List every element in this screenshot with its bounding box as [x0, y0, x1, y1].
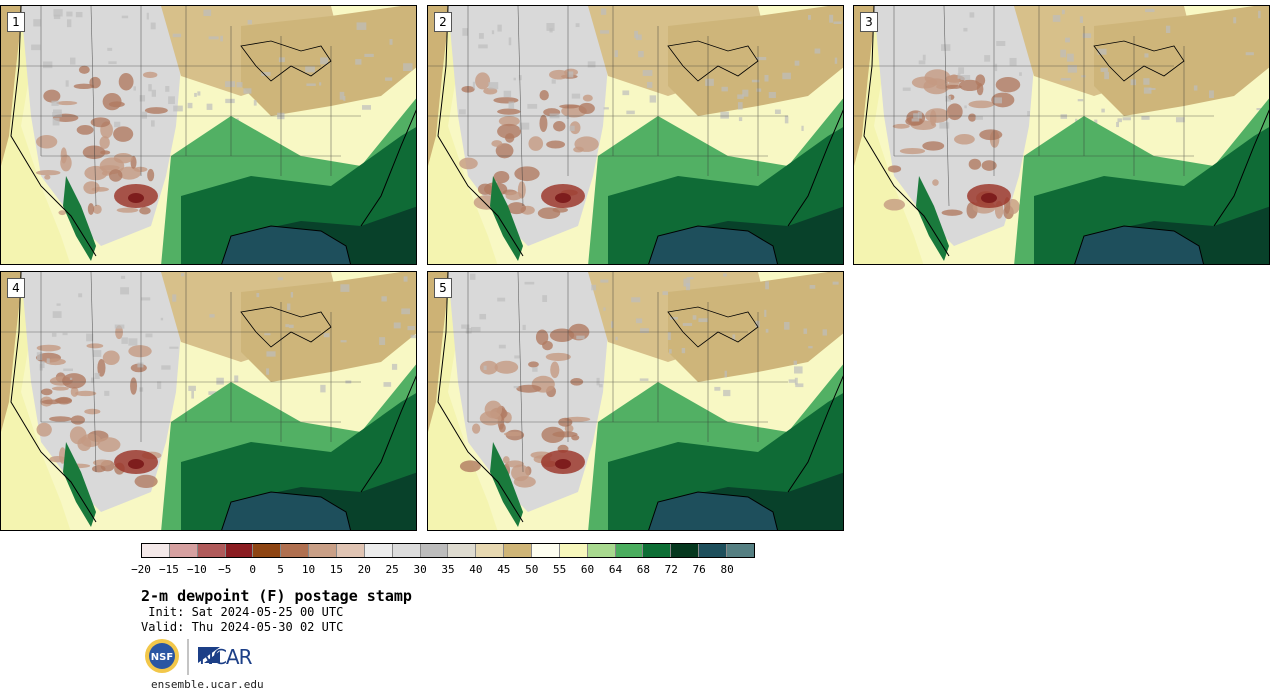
map-title: 2-m dewpoint (F) postage stamp — [141, 587, 412, 605]
colorbar-swatch — [309, 544, 338, 557]
colorbar-tick-label: 25 — [385, 563, 399, 576]
colorbar-tick-label: −20 — [131, 563, 151, 576]
logos: NSF NCAR — [144, 637, 274, 677]
colorbar-tick-label: 30 — [413, 563, 427, 576]
colorbar-swatch — [532, 544, 560, 557]
colorbar-tick-label: −15 — [158, 563, 179, 576]
colorbar-tick-label: 45 — [497, 563, 511, 576]
valid-time: Valid: Thu 2024-05-30 02 UTC — [141, 620, 344, 634]
colorbar-tick-label: 60 — [580, 563, 595, 576]
colorbar-swatch — [448, 544, 477, 557]
colorbar-tick-label: 80 — [720, 563, 734, 576]
colorbar — [141, 543, 755, 558]
colorbar-swatch — [504, 544, 533, 557]
ncar-logo-text: NCAR — [199, 645, 253, 669]
panel-number: 1 — [7, 12, 25, 32]
dewpoint-map-5 — [428, 272, 843, 530]
colorbar-swatch — [392, 544, 421, 557]
dewpoint-map-1 — [1, 6, 416, 264]
colorbar-tick-label: −10 — [186, 563, 207, 576]
member-panel-1: 1 — [0, 5, 417, 265]
colorbar-tick-label: 68 — [636, 563, 650, 576]
colorbar-swatch — [281, 544, 310, 557]
colorbar-swatch — [253, 544, 282, 557]
colorbar-swatch — [643, 544, 672, 557]
member-panel-5: 5 — [427, 271, 844, 531]
colorbar-swatch — [699, 544, 728, 557]
colorbar-tick-label: 72 — [664, 563, 678, 576]
member-panel-4: 4 — [0, 271, 417, 531]
dewpoint-map-2 — [428, 6, 843, 264]
colorbar-tick-label: 5 — [277, 563, 284, 576]
colorbar-swatch — [142, 544, 170, 557]
colorbar-tick-label: 55 — [553, 563, 567, 576]
panel-number: 4 — [7, 278, 25, 298]
colorbar-tick-label: 20 — [357, 563, 371, 576]
init-time: Init: Sat 2024-05-25 00 UTC — [141, 605, 344, 619]
site-url: ensemble.ucar.edu — [151, 678, 264, 691]
colorbar-swatch — [225, 544, 254, 557]
colorbar-tick-label: 50 — [525, 563, 539, 576]
nsf-logo: NSF — [145, 639, 220, 675]
member-panel-3: 3 — [853, 5, 1270, 265]
colorbar-swatch — [615, 544, 644, 557]
dewpoint-map-3 — [854, 6, 1269, 264]
colorbar-swatch — [559, 544, 588, 557]
colorbar-tick-label: 15 — [329, 563, 343, 576]
colorbar-ticks: −20 −15 −10 −5 0 5 10 15 20 25 30 35 40 45 50 55 60 64 68 7… — [131, 563, 755, 577]
colorbar-tick-label: −5 — [218, 563, 232, 576]
colorbar-swatch — [169, 544, 198, 557]
panel-number: 2 — [434, 12, 452, 32]
colorbar-swatch — [587, 544, 616, 557]
panel-number: 5 — [434, 278, 452, 298]
colorbar-swatch — [727, 544, 754, 557]
colorbar-tick-label: 35 — [441, 563, 455, 576]
colorbar-swatch — [671, 544, 700, 557]
dewpoint-map-4 — [1, 272, 416, 530]
colorbar-tick-label: 40 — [469, 563, 483, 576]
nsf-logo-text: NSF — [151, 652, 173, 663]
member-panel-2: 2 — [427, 5, 844, 265]
colorbar-tick-label: 0 — [249, 563, 256, 576]
colorbar-swatch — [364, 544, 393, 557]
colorbar-swatch — [420, 544, 449, 557]
colorbar-tick-label: 64 — [608, 563, 623, 576]
colorbar-tick-label: 76 — [692, 563, 706, 576]
colorbar-swatch — [197, 544, 226, 557]
colorbar-swatch — [476, 544, 505, 557]
colorbar-tick-label: 10 — [301, 563, 316, 576]
colorbar-swatch — [337, 544, 365, 557]
panel-number: 3 — [860, 12, 878, 32]
